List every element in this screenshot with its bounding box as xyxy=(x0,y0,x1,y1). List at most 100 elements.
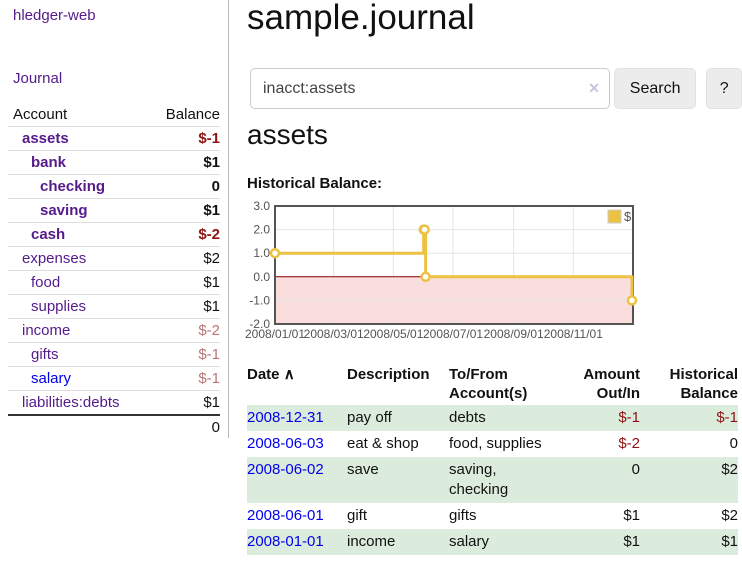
register-cell-amount: $1 xyxy=(623,507,640,524)
y-tick-label: -2.0 xyxy=(249,317,270,331)
register-row: 2008-12-31 pay off debts $-1 $-1 xyxy=(247,405,738,431)
register-cell-balance: $-1 xyxy=(716,409,738,426)
register-header-amount: Amount Out/In xyxy=(583,366,640,402)
account-row: food $1 xyxy=(8,270,220,295)
historical-balance-chart: 3.0 2.0 1.0 0.0 -1.0 -2.02008/01/012008/03/01… xyxy=(245,199,638,341)
search-input-wrap: ✕ xyxy=(250,68,610,109)
account-link-cash[interactable]: cash xyxy=(31,226,66,243)
register-cell-balance: $2 xyxy=(721,461,738,478)
search-input[interactable] xyxy=(250,68,610,109)
accounts-total-value: 0 xyxy=(211,419,220,436)
sidebar: hledger-web Journal Account Balance asse… xyxy=(0,0,229,438)
help-button[interactable]: ? xyxy=(706,68,742,109)
register-header-row: Date ∧ Description To/From Account(s) Am… xyxy=(247,363,738,405)
account-link-saving[interactable]: saving xyxy=(40,202,88,219)
sidebar-item-journal[interactable]: Journal xyxy=(13,70,63,87)
account-row: expenses $2 xyxy=(8,246,220,271)
account-row: saving $1 xyxy=(8,198,220,223)
account-balance: $-1 xyxy=(198,370,220,387)
register-header-description: Description xyxy=(347,366,430,383)
register-cell-description: save xyxy=(347,461,379,478)
brand-link[interactable]: hledger-web xyxy=(13,7,96,24)
register-cell-amount: $1 xyxy=(623,533,640,550)
account-balance: $1 xyxy=(203,274,220,291)
account-row: salary $-1 xyxy=(8,366,220,391)
transaction-date-link[interactable]: 2008-12-31 xyxy=(247,409,324,426)
account-row: assets $-1 xyxy=(8,126,220,151)
register-cell-description: eat & shop xyxy=(347,435,419,452)
register-row: 2008-06-02 save saving, checking 0 $2 xyxy=(247,457,738,503)
x-tick-label: 2008/03/01 xyxy=(304,327,364,341)
account-link-income[interactable]: income xyxy=(22,322,71,339)
register-cell-accounts: gifts xyxy=(449,507,477,524)
register-cell-date: 2008-06-02 xyxy=(247,457,347,503)
register-header-date[interactable]: Date ∧ xyxy=(247,363,347,405)
account-balance: $1 xyxy=(203,154,220,171)
account-row: supplies $1 xyxy=(8,294,220,319)
register-cell-date: 2008-01-01 xyxy=(247,529,347,555)
register-cell-amount: $-1 xyxy=(618,409,640,426)
account-row: gifts $-1 xyxy=(8,342,220,367)
y-tick-label: 0.0 xyxy=(253,270,270,284)
register-header-balance: Historical Balance xyxy=(669,366,738,402)
account-link-assets[interactable]: assets xyxy=(22,130,69,147)
account-row: income $-2 xyxy=(8,318,220,343)
register-cell-accounts: debts xyxy=(449,409,486,426)
transaction-date-link[interactable]: 2008-06-01 xyxy=(247,507,324,524)
account-link-expenses[interactable]: expenses xyxy=(22,250,87,267)
data-point-marker xyxy=(269,247,281,259)
register-cell-amount: 0 xyxy=(631,461,640,478)
transaction-date-link[interactable]: 2008-06-02 xyxy=(247,461,324,478)
search-button[interactable]: Search xyxy=(614,68,697,109)
accounts-table: Account Balance assets $-1 bank $1 checking 0… xyxy=(8,103,220,439)
accounts-total-row: 0 xyxy=(8,415,220,439)
x-tick-label: 2008/07/01 xyxy=(423,327,483,341)
account-balance: $-1 xyxy=(198,130,220,147)
register-cell-accounts: food, supplies xyxy=(449,435,542,452)
register-row: 2008-06-03 eat & shop food, supplies $-2 0 xyxy=(247,431,738,457)
register-row: 2008-06-01 gift gifts $1 $2 xyxy=(247,503,738,529)
register-cell-date: 2008-06-03 xyxy=(247,431,347,457)
account-row: cash $-2 xyxy=(8,222,220,247)
account-link-liabilities-debts[interactable]: liabilities:debts xyxy=(22,394,120,411)
account-row: checking 0 xyxy=(8,174,220,199)
account-row: bank $1 xyxy=(8,150,220,175)
data-point-marker xyxy=(420,271,431,283)
account-balance: $2 xyxy=(203,250,220,267)
accounts-total-spacer xyxy=(8,415,146,439)
account-balance: $-2 xyxy=(198,322,220,339)
y-tick-label: 1.0 xyxy=(253,246,270,260)
accounts-header-balance: Balance xyxy=(165,106,220,123)
register-header-date-label: Date xyxy=(247,366,280,383)
register-cell-balance: $2 xyxy=(721,507,738,524)
account-link-bank[interactable]: bank xyxy=(31,154,67,171)
plot-border xyxy=(274,205,634,325)
register-cell-description: pay off xyxy=(347,409,392,426)
register-table-body: 2008-12-31 pay off debts $-1 $-1 2008-06-03 ea… xyxy=(247,405,738,555)
register-cell-date: 2008-06-01 xyxy=(247,503,347,529)
legend-swatch xyxy=(607,209,622,224)
chart-title: Historical Balance: xyxy=(247,175,383,192)
search-form: ✕ Search ? xyxy=(250,68,742,109)
y-tick-label: 2.0 xyxy=(253,223,270,237)
register-cell-balance: $1 xyxy=(721,533,738,550)
register-cell-description: gift xyxy=(347,507,368,524)
accounts-header-account: Account xyxy=(13,106,68,123)
account-link-checking[interactable]: checking xyxy=(40,178,106,195)
transaction-date-link[interactable]: 2008-06-03 xyxy=(247,435,324,452)
account-balance: $-2 xyxy=(198,226,220,243)
x-tick-label: 2008/11/01 xyxy=(544,327,603,341)
clear-search-icon[interactable]: ✕ xyxy=(588,80,600,96)
legend-label: $ xyxy=(624,209,632,224)
account-link-food[interactable]: food xyxy=(31,274,61,291)
account-link-salary[interactable]: salary xyxy=(31,370,72,387)
account-link-gifts[interactable]: gifts xyxy=(31,346,59,363)
account-heading: assets xyxy=(247,119,328,150)
account-link-supplies[interactable]: supplies xyxy=(31,298,87,315)
page-title: sample.journal xyxy=(247,0,475,37)
transaction-date-link[interactable]: 2008-01-01 xyxy=(247,533,324,550)
y-tick-label: -1.0 xyxy=(249,293,270,307)
data-point-marker xyxy=(419,224,430,235)
y-tick-label: 3.0 xyxy=(253,199,270,213)
accounts-table-header: Account Balance xyxy=(8,103,220,127)
